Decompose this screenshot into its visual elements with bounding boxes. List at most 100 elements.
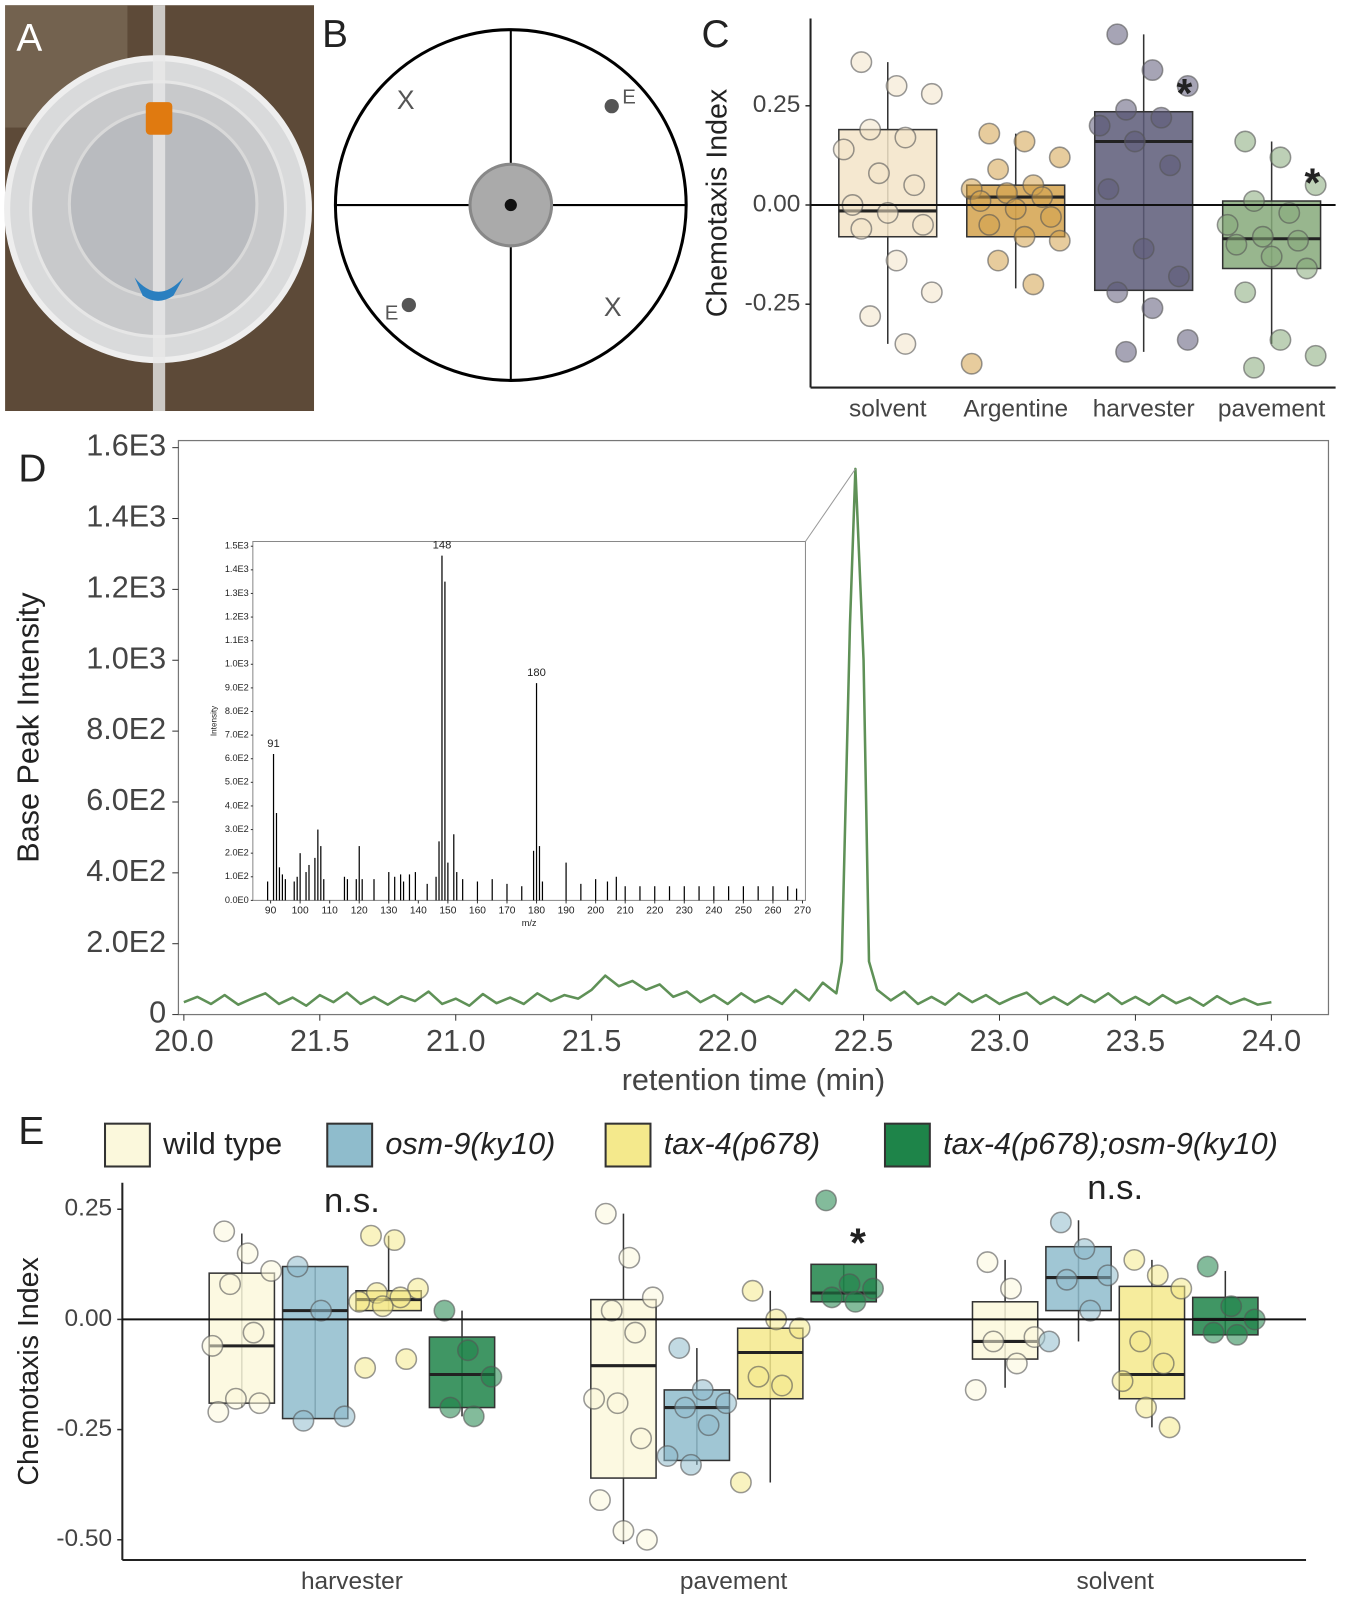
x-tick-label: 250	[735, 905, 752, 916]
x-tick-label: 240	[705, 905, 722, 916]
data-point	[1013, 130, 1036, 153]
x-tick-label: 220	[646, 905, 663, 916]
x-tick-label: harvester	[1093, 395, 1195, 422]
x-tick-label: 21.5	[290, 1024, 350, 1058]
data-point	[788, 1317, 811, 1340]
data-point	[201, 1334, 224, 1357]
data-point	[850, 217, 873, 240]
legend-label: tax-4(p678)	[664, 1127, 820, 1161]
y-tick-label: 1.0E3	[225, 659, 249, 669]
data-point	[1115, 98, 1138, 121]
x-tick-label: 130	[380, 905, 397, 916]
data-point	[844, 1290, 867, 1313]
data-point	[348, 1290, 371, 1313]
data-point	[395, 1348, 418, 1371]
x-tick-label: 190	[558, 905, 575, 916]
data-point	[1287, 229, 1310, 252]
data-point	[747, 1365, 770, 1388]
y-tick-label: 0.25	[65, 1195, 113, 1222]
data-point	[1123, 130, 1146, 153]
data-point	[862, 1277, 884, 1300]
data-point	[389, 1286, 412, 1309]
data-point	[260, 1259, 283, 1282]
y-tick-label: 4.0E2	[225, 800, 249, 810]
data-point	[1202, 1321, 1225, 1344]
y-tick-label: 1.1E3	[225, 635, 249, 645]
data-point	[912, 213, 934, 236]
data-point	[1278, 201, 1301, 224]
y-tick-label: 1.4E3	[225, 564, 249, 574]
y-tick-label: 1.0E3	[86, 641, 166, 675]
data-point	[1260, 245, 1283, 268]
data-point	[242, 1321, 265, 1344]
data-point	[439, 1396, 462, 1419]
x-tick-label: 22.0	[698, 1024, 758, 1058]
legend-swatch	[604, 1122, 652, 1168]
data-point	[1146, 1264, 1169, 1287]
x-tick-label: 200	[587, 905, 604, 916]
x-tick-label: 150	[439, 905, 456, 916]
x-tick-label: 22.5	[834, 1024, 894, 1058]
panel-label: B	[322, 13, 348, 56]
data-point	[248, 1392, 271, 1415]
data-point	[894, 332, 917, 355]
x-tick-label: 23.0	[970, 1024, 1030, 1058]
y-axis-title: Intensity	[209, 705, 218, 736]
data-point	[1022, 273, 1045, 296]
data-point	[1132, 237, 1155, 260]
y-tick-label: 0	[149, 996, 166, 1030]
straw	[152, 5, 166, 412]
y-tick-label: 2.0E2	[86, 925, 166, 959]
y-axis-title: Chemotaxis Index	[701, 89, 733, 317]
data-point	[885, 74, 908, 97]
y-tick-label: 0.0E0	[225, 895, 249, 905]
data-point	[859, 118, 882, 141]
data-point	[1196, 1255, 1219, 1278]
data-point	[1170, 1277, 1193, 1300]
data-point	[1216, 213, 1239, 236]
y-tick-label: 6.0E2	[86, 783, 166, 817]
extract-spot	[604, 99, 619, 114]
x-tick-label: 270	[794, 905, 811, 916]
data-point	[224, 1387, 247, 1410]
data-point	[987, 158, 1010, 181]
data-point	[612, 1519, 635, 1542]
y-tick-label: 0.25	[753, 91, 801, 118]
panel-label: D	[18, 447, 46, 490]
data-point	[960, 352, 983, 375]
data-point	[360, 1224, 382, 1247]
data-point	[1049, 1211, 1072, 1234]
x-tick-label: 210	[617, 905, 634, 916]
data-point	[741, 1279, 764, 1302]
x-tick-label: 140	[410, 905, 427, 916]
data-point	[462, 1405, 485, 1428]
orange-cap	[145, 102, 173, 135]
data-point	[920, 82, 943, 105]
x-tick-label: 230	[676, 905, 693, 916]
peak-label: 180	[527, 667, 546, 679]
y-tick-label: 1.5E3	[225, 541, 249, 551]
x-tick-label: harvester	[301, 1568, 403, 1595]
legend-label: tax-4(p678);osm-9(ky10)	[943, 1127, 1278, 1161]
data-point	[1269, 146, 1292, 169]
data-point	[1304, 174, 1327, 197]
y-tick-label: 7.0E2	[225, 730, 249, 740]
peak-label: 91	[267, 738, 279, 750]
data-point	[630, 1427, 653, 1450]
x-tick-label: 21.5	[562, 1024, 622, 1058]
data-point	[1159, 154, 1182, 177]
data-point	[964, 1378, 987, 1401]
inset-frame	[252, 540, 806, 901]
data-point	[1048, 229, 1071, 252]
data-point	[1123, 1248, 1146, 1271]
data-point	[1048, 146, 1071, 169]
significance-mark: n.s.	[1087, 1169, 1143, 1207]
significance-mark: *	[1177, 70, 1193, 116]
data-point	[815, 1189, 838, 1212]
data-point	[1269, 328, 1292, 351]
data-point	[589, 1489, 611, 1512]
x-axis-title: m/z	[522, 918, 537, 928]
y-tick-label: 2.0E2	[225, 848, 249, 858]
extract-mark: E	[622, 86, 636, 108]
data-point	[1234, 130, 1257, 153]
